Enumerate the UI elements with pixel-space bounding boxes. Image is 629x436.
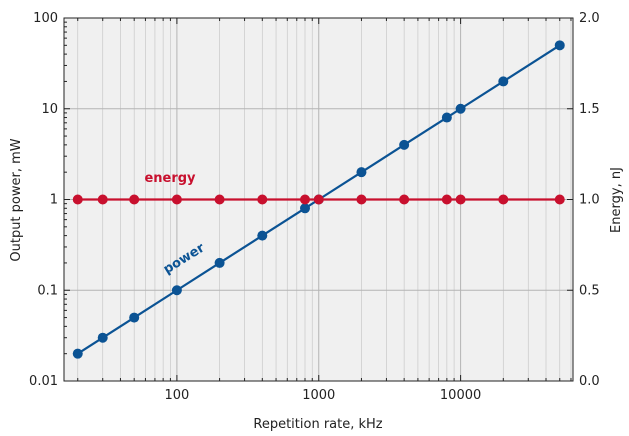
y-left-tick-label: 10 <box>41 102 58 117</box>
data-point-energy <box>72 194 83 205</box>
data-point-energy <box>257 194 268 205</box>
x-tick-label: 10000 <box>440 388 481 403</box>
y-right-tick-label: 0.5 <box>579 283 600 298</box>
data-point-energy <box>171 194 182 205</box>
data-point-power <box>455 103 466 114</box>
y-right-tick-label: 1.5 <box>579 102 600 117</box>
y-right-tick-label: 1.0 <box>579 193 600 208</box>
data-point-power <box>356 167 367 178</box>
data-point-energy <box>441 194 452 205</box>
data-point-energy <box>313 194 324 205</box>
series-layer <box>72 40 565 359</box>
y-left-tick-label: 100 <box>33 11 58 26</box>
data-point-power <box>129 312 140 323</box>
data-point-energy <box>554 194 565 205</box>
data-point-energy <box>300 194 311 205</box>
y-left-tick-label: 1 <box>50 193 58 208</box>
data-point-energy <box>356 194 367 205</box>
data-point-power <box>399 139 410 150</box>
data-point-power <box>171 285 182 296</box>
data-point-power <box>441 112 452 123</box>
series-label-energy: energy <box>144 171 196 186</box>
data-point-energy <box>498 194 509 205</box>
data-point-energy <box>129 194 140 205</box>
data-point-energy <box>399 194 410 205</box>
data-point-energy <box>455 194 466 205</box>
data-point-power <box>300 203 311 214</box>
data-point-energy <box>97 194 108 205</box>
data-point-power <box>257 230 268 241</box>
data-point-power <box>554 40 565 51</box>
y-axis-right-label: Energy, nJ <box>609 167 624 233</box>
y-right-tick-label: 0.0 <box>579 374 600 389</box>
data-point-power <box>214 257 225 268</box>
x-tick-label: 1000 <box>302 388 335 403</box>
data-point-energy <box>214 194 225 205</box>
x-tick-label: 100 <box>164 388 189 403</box>
data-point-power <box>72 348 83 359</box>
y-left-tick-label: 0.01 <box>29 374 58 389</box>
y-axis-left-label: Output power, mW <box>9 138 24 261</box>
data-point-power <box>498 76 509 87</box>
y-left-tick-label: 0.1 <box>37 283 58 298</box>
ticks: 0.01 0.1 1 10 100 0.0 0.5 1.0 1.5 2.0 100 1000 10000 <box>29 11 600 403</box>
data-point-power <box>97 332 108 343</box>
y-right-tick-label: 2.0 <box>579 11 600 26</box>
x-axis-label: Repetition rate, kHz <box>253 417 382 432</box>
